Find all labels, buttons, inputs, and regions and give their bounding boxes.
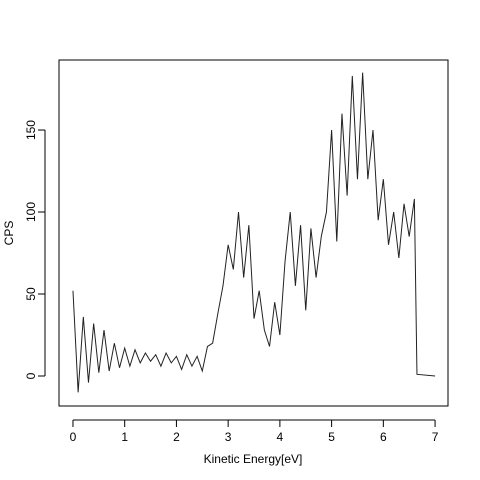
x-tick-label: 2: [173, 430, 180, 444]
data-line: [72, 72, 436, 393]
x-tick-label: 4: [277, 430, 284, 444]
plot-box: [58, 59, 449, 407]
x-tick-label: 3: [225, 430, 232, 444]
y-axis-label: CPS: [2, 221, 16, 246]
y-tick-label: 50: [24, 287, 38, 301]
x-tick-label: 5: [328, 430, 335, 444]
y-tick-label: 150: [24, 120, 38, 140]
y-tick-label: 0: [24, 372, 38, 379]
x-axis-label: Kinetic Energy[eV]: [204, 452, 303, 466]
x-tick-label: 0: [70, 430, 77, 444]
x-tick-label: 7: [432, 430, 439, 444]
x-tick-label: 1: [121, 430, 128, 444]
x-tick-label: 6: [380, 430, 387, 444]
y-tick-label: 100: [24, 202, 38, 222]
